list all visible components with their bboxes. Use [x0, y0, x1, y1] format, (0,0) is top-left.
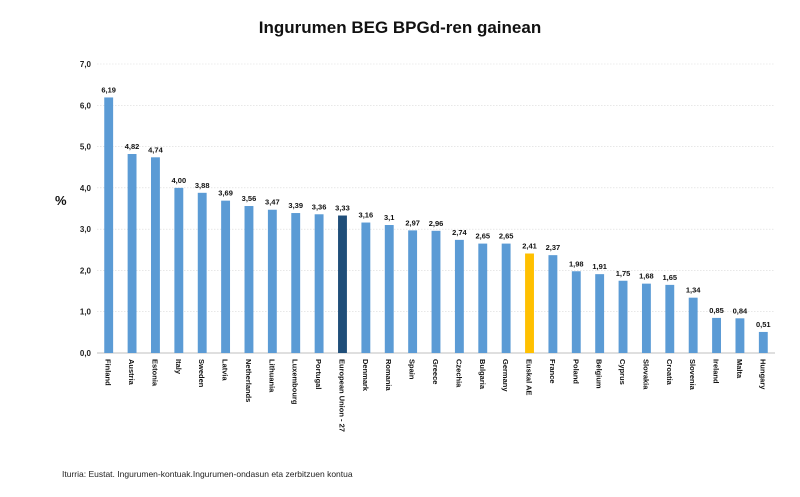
x-tick-label: Denmark — [361, 359, 370, 392]
x-tick-label: Belgium — [595, 359, 604, 389]
bar — [618, 280, 628, 353]
x-tick-label: Finland — [104, 359, 113, 386]
bar — [384, 225, 394, 353]
y-axis-label: % — [55, 193, 67, 208]
x-tick-label: Cyprus — [618, 359, 627, 385]
data-label: 4,00 — [172, 176, 187, 185]
bar — [641, 283, 651, 353]
bar — [758, 331, 768, 353]
bar — [478, 243, 488, 353]
bar — [338, 215, 347, 353]
data-label: 3,88 — [195, 181, 210, 190]
bar — [104, 97, 114, 353]
bar — [244, 206, 254, 353]
x-tick-label: Sweden — [197, 359, 206, 388]
x-tick-label: Luxembourg — [291, 359, 300, 405]
data-label: 1,68 — [639, 272, 654, 281]
data-label: 2,65 — [475, 232, 490, 241]
x-tick-label: Slovakia — [641, 359, 650, 390]
x-tick-label: European Union - 27 — [337, 359, 346, 432]
bar — [221, 200, 231, 353]
x-tick-label: Euskal AE — [525, 359, 534, 395]
x-tick-label: France — [548, 359, 557, 384]
bar — [127, 154, 137, 353]
bar — [174, 187, 184, 353]
x-tick-label: Lithuania — [267, 359, 276, 393]
data-label: 1,34 — [686, 286, 701, 295]
x-tick-label: Italy — [174, 359, 183, 375]
x-tick-label: Poland — [571, 359, 580, 384]
bar — [408, 230, 418, 353]
bar — [712, 317, 721, 353]
y-tick-label: 1,0 — [80, 308, 92, 317]
bar — [501, 243, 511, 353]
x-tick-label: Bulgaria — [478, 359, 487, 390]
bar — [291, 213, 301, 353]
bar — [525, 253, 534, 353]
data-label: 3,39 — [288, 201, 303, 210]
y-tick-label: 4,0 — [80, 184, 92, 193]
data-label: 0,84 — [733, 306, 748, 315]
x-tick-label: Portugal — [314, 359, 323, 389]
data-label: 2,96 — [429, 219, 444, 228]
data-label: 3,47 — [265, 198, 280, 207]
y-tick-label: 5,0 — [80, 143, 92, 152]
x-tick-label: Latvia — [221, 359, 230, 382]
data-label: 3,69 — [218, 189, 233, 198]
x-tick-label: Romania — [384, 359, 393, 392]
y-tick-label: 7,0 — [80, 60, 92, 69]
x-tick-label: Hungary — [758, 359, 767, 390]
data-label: 1,91 — [592, 262, 607, 271]
bar — [454, 239, 464, 353]
data-label: 2,97 — [405, 218, 420, 227]
bar — [197, 192, 207, 353]
bar — [595, 274, 605, 353]
data-label: 1,65 — [662, 273, 677, 282]
x-tick-label: Slovenia — [688, 359, 697, 391]
x-tick-label: Austria — [127, 359, 136, 386]
data-label: 1,98 — [569, 259, 584, 268]
data-label: 2,37 — [546, 243, 561, 252]
x-tick-label: Malta — [735, 359, 744, 379]
data-label: 3,33 — [335, 204, 350, 213]
bar — [688, 297, 698, 353]
bar — [665, 284, 675, 353]
bar — [548, 255, 558, 353]
x-tick-label: Croatia — [665, 359, 674, 386]
x-tick-label: Czechia — [454, 359, 463, 388]
bar — [431, 230, 441, 353]
x-tick-label: Estonia — [150, 359, 159, 387]
data-label: 0,85 — [709, 306, 724, 315]
data-label: 2,74 — [452, 228, 467, 237]
data-label: 2,65 — [499, 232, 514, 241]
data-label: 3,16 — [359, 211, 374, 220]
data-label: 6,19 — [101, 85, 116, 94]
y-tick-label: 3,0 — [80, 225, 92, 234]
y-tick-label: 0,0 — [80, 349, 92, 358]
data-label: 3,1 — [384, 213, 394, 222]
x-tick-label: Netherlands — [244, 359, 253, 402]
data-label: 1,75 — [616, 269, 631, 278]
bar — [361, 222, 371, 353]
data-label: 4,74 — [148, 145, 163, 154]
x-tick-label: Spain — [408, 359, 417, 380]
y-tick-label: 6,0 — [80, 101, 92, 110]
data-label: 4,82 — [125, 142, 140, 151]
bar — [314, 214, 324, 353]
data-label: 3,36 — [312, 202, 327, 211]
bar — [267, 209, 277, 353]
y-tick-label: 2,0 — [80, 266, 92, 275]
x-tick-label: Ireland — [712, 359, 721, 384]
x-tick-label: Germany — [501, 359, 510, 392]
bar — [151, 157, 160, 353]
chart-title: Ingurumen BEG BPGd-ren gainean — [258, 18, 542, 37]
bar — [571, 271, 581, 353]
source-note: Iturria: Eustat. Ingurumen-kontuak.Ingur… — [62, 469, 353, 479]
x-tick-label: Greece — [431, 359, 440, 384]
data-label: 2,41 — [522, 242, 537, 251]
data-label: 3,56 — [242, 194, 257, 203]
data-label: 0,51 — [756, 320, 771, 329]
bar — [735, 318, 745, 353]
